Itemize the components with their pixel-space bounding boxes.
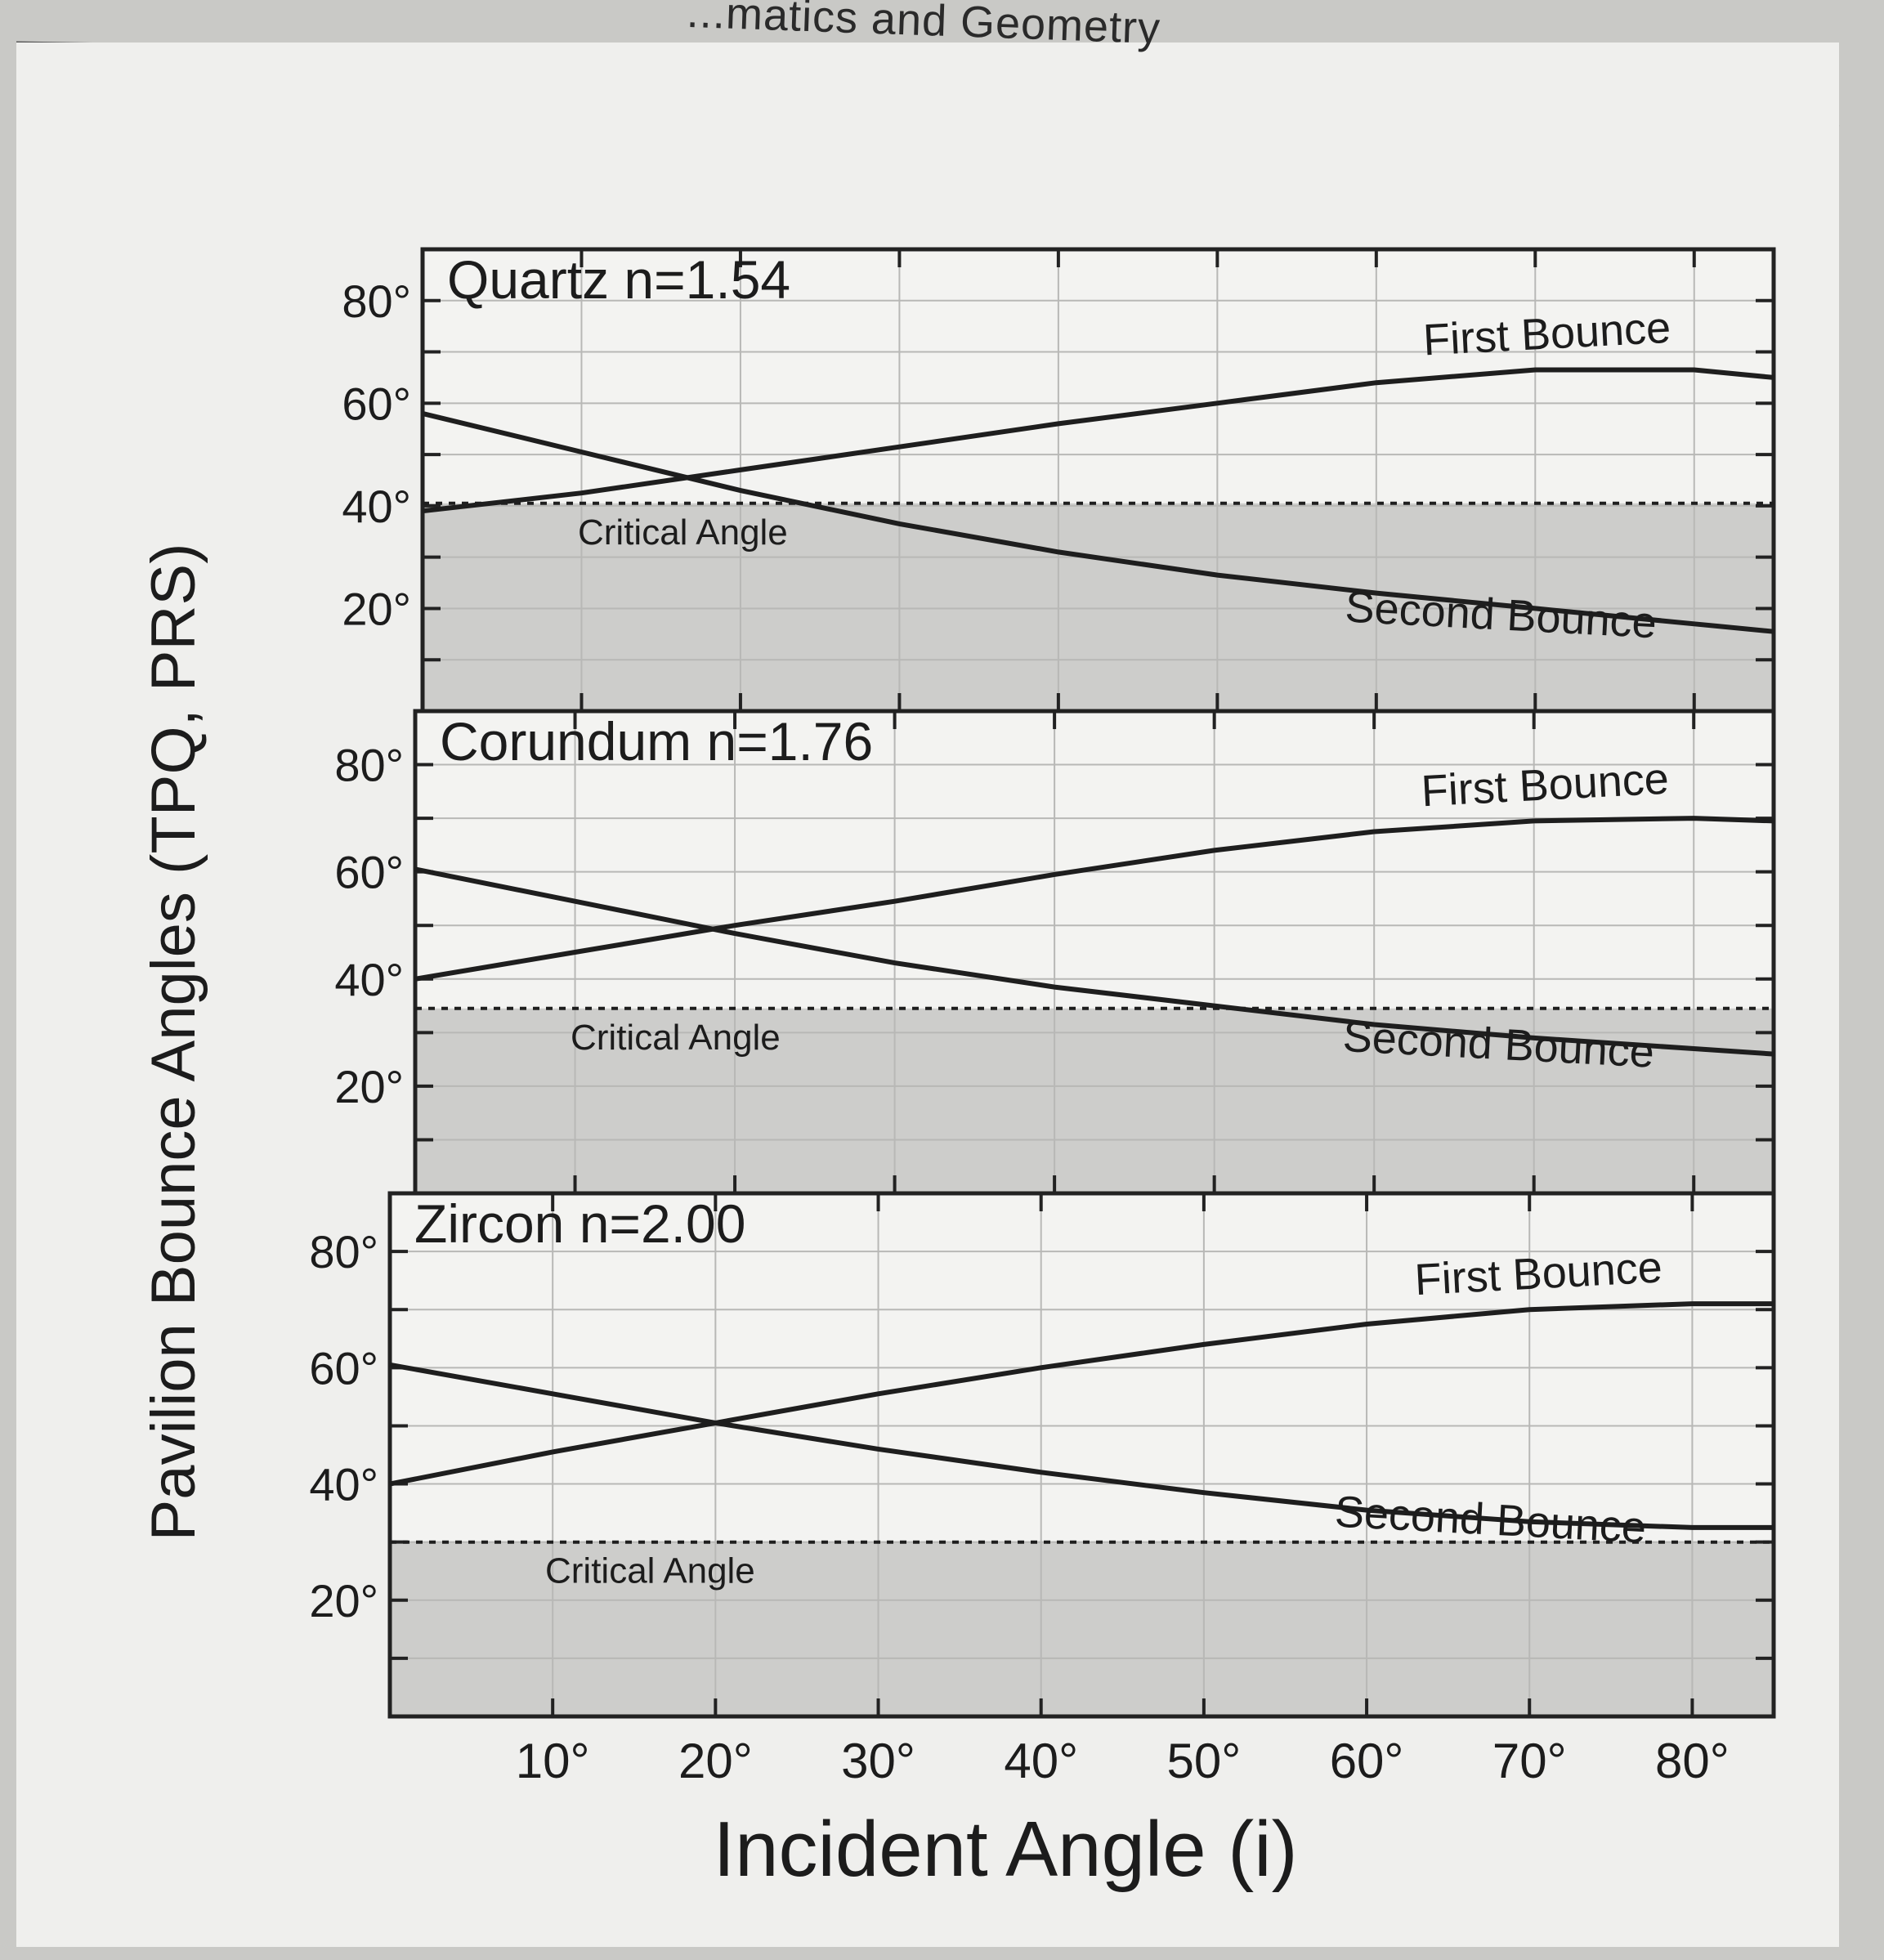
y-tick-label: 40° [309,1459,378,1510]
plot-frame [387,1191,1776,1719]
y-tick-label: 40° [342,481,411,532]
y-tick-label: 60° [342,378,411,429]
y-tick-label: 20° [309,1575,378,1627]
first-bounce-line [414,816,1774,982]
critical-angle-label: Critical Angle [578,512,788,553]
x-tick-label: 40° [1004,1734,1078,1788]
second-bounce-line [414,866,1774,1057]
second-bounce-line [422,410,1774,634]
panel-title: Corundum n=1.76 [440,711,873,772]
y-tick-label: 80° [342,275,411,327]
below-critical-shading [423,503,1774,711]
x-tick-label: 60° [1330,1734,1404,1788]
y-axis-title: Pavilion Bounce Angles (TPQ, PRS) [139,544,208,1542]
second-bounce-line [389,1362,1774,1530]
panel-title: Zircon n=2.00 [414,1193,745,1254]
below-critical-shading [390,1542,1774,1716]
critical-angle-label: Critical Angle [545,1551,755,1591]
y-tick-label: 20° [342,583,411,634]
critical-angle-label: Critical Angle [571,1018,781,1058]
x-tick-label: 50° [1167,1734,1242,1788]
first-bounce-line [422,367,1774,514]
panel-title: Quartz n=1.54 [447,249,790,310]
y-tick-label: 60° [309,1342,378,1394]
x-tick-label: 80° [1655,1734,1730,1788]
first-bounce-line [389,1301,1774,1487]
x-tick-label: 70° [1492,1734,1567,1788]
y-tick-label: 60° [334,847,404,898]
x-tick-label: 10° [516,1734,590,1788]
y-tick-label: 40° [334,954,404,1005]
y-tick-label: 20° [334,1061,404,1112]
x-axis-title: Incident Angle (i) [713,1806,1297,1893]
y-tick-label: 80° [309,1226,378,1278]
y-tick-label: 80° [334,740,404,791]
x-tick-label: 30° [841,1734,915,1788]
x-tick-label: 20° [678,1734,753,1788]
